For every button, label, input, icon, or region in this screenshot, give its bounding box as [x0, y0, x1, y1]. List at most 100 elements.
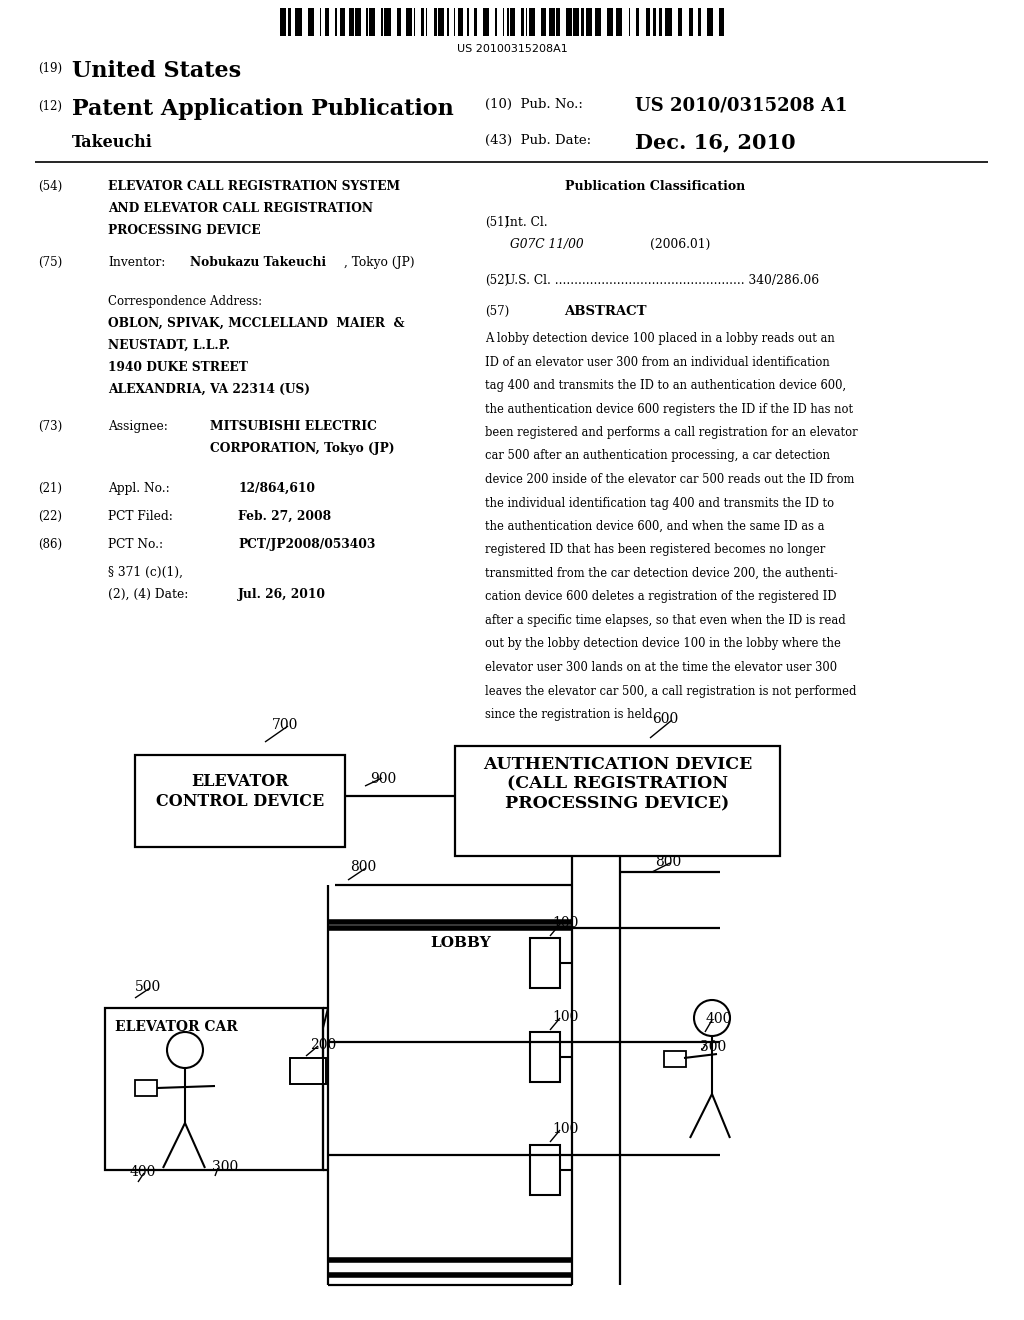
Bar	[307, 8, 313, 36]
Text: (73): (73)	[38, 420, 62, 433]
Bar	[530, 939, 560, 987]
Bar	[384, 8, 390, 36]
Text: the authentication device 600, and when the same ID as a: the authentication device 600, and when …	[485, 520, 824, 533]
Bar	[319, 8, 322, 36]
Text: ID of an elevator user 300 from an individual identification: ID of an elevator user 300 from an indiv…	[485, 355, 829, 368]
Text: Publication Classification: Publication Classification	[565, 180, 745, 193]
Bar	[366, 8, 368, 36]
Text: Int. Cl.: Int. Cl.	[505, 216, 548, 228]
Text: Takeuchi: Takeuchi	[72, 135, 153, 150]
Text: device 200 inside of the elevator car 500 reads out the ID from: device 200 inside of the elevator car 50…	[485, 473, 854, 486]
Text: (51): (51)	[485, 216, 509, 228]
Bar	[688, 8, 693, 36]
Text: 200: 200	[310, 1038, 336, 1052]
Text: (10)  Pub. No.:: (10) Pub. No.:	[485, 98, 583, 111]
Text: 600: 600	[652, 711, 678, 726]
Bar	[565, 8, 571, 36]
Bar	[707, 8, 713, 36]
Text: 500: 500	[135, 979, 161, 994]
Bar	[586, 8, 592, 36]
Bar	[495, 8, 497, 36]
Text: (43)  Pub. Date:: (43) Pub. Date:	[485, 135, 591, 147]
Text: NEUSTADT, L.L.P.: NEUSTADT, L.L.P.	[108, 339, 230, 352]
Bar	[530, 1144, 560, 1195]
Bar	[528, 8, 535, 36]
Bar	[406, 8, 412, 36]
Text: Feb. 27, 2008: Feb. 27, 2008	[238, 510, 331, 523]
Text: ABSTRACT: ABSTRACT	[564, 305, 646, 318]
Text: U.S. Cl. ................................................. 340/286.06: U.S. Cl. ...............................…	[505, 275, 819, 286]
Text: (2006.01): (2006.01)	[650, 238, 711, 251]
Bar	[369, 8, 375, 36]
Text: ELEVATOR CAR: ELEVATOR CAR	[115, 1020, 238, 1034]
Text: (54): (54)	[38, 180, 62, 193]
Bar	[414, 8, 415, 36]
Text: Patent Application Publication: Patent Application Publication	[72, 98, 454, 120]
Text: (52): (52)	[485, 275, 509, 286]
Text: 800: 800	[655, 855, 681, 869]
Text: (22): (22)	[38, 510, 62, 523]
Text: 400: 400	[706, 1012, 732, 1026]
Bar	[503, 8, 504, 36]
Bar	[340, 8, 344, 36]
Text: car 500 after an authentication processing, a car detection: car 500 after an authentication processi…	[485, 450, 830, 462]
Text: A lobby detection device 100 placed in a lobby reads out an: A lobby detection device 100 placed in a…	[485, 333, 835, 345]
Text: , Tokyo (JP): , Tokyo (JP)	[344, 256, 415, 269]
Text: MITSUBISHI ELECTRIC: MITSUBISHI ELECTRIC	[210, 420, 377, 433]
Bar	[525, 8, 527, 36]
Bar	[573, 8, 580, 36]
Bar	[510, 8, 515, 36]
Text: PROCESSING DEVICE: PROCESSING DEVICE	[108, 224, 261, 238]
Text: Inventor:: Inventor:	[108, 256, 165, 269]
Text: ALEXANDRIA, VA 22314 (US): ALEXANDRIA, VA 22314 (US)	[108, 383, 310, 396]
Bar	[678, 8, 682, 36]
Bar	[697, 8, 700, 36]
Bar	[653, 8, 656, 36]
Text: 12/864,610: 12/864,610	[238, 482, 315, 495]
Bar	[636, 8, 639, 36]
Text: 800: 800	[350, 861, 376, 874]
Bar	[421, 8, 424, 36]
Text: AND ELEVATOR CALL REGISTRATION: AND ELEVATOR CALL REGISTRATION	[108, 202, 373, 215]
Bar	[659, 8, 663, 36]
Text: Appl. No.:: Appl. No.:	[108, 482, 170, 495]
Bar	[438, 8, 444, 36]
Text: 100: 100	[552, 1122, 579, 1137]
Text: 300: 300	[700, 1040, 726, 1053]
Bar	[105, 1008, 323, 1170]
Text: OBLON, SPIVAK, MCCLELLAND  MAIER  &: OBLON, SPIVAK, MCCLELLAND MAIER &	[108, 317, 404, 330]
Bar	[135, 755, 345, 847]
Text: (21): (21)	[38, 482, 62, 495]
Text: tag 400 and transmits the ID to an authentication device 600,: tag 400 and transmits the ID to an authe…	[485, 379, 846, 392]
Text: Correspondence Address:: Correspondence Address:	[108, 294, 262, 308]
Text: US 20100315208A1: US 20100315208A1	[457, 44, 567, 54]
Text: since the registration is held.: since the registration is held.	[485, 708, 656, 721]
Text: 100: 100	[552, 1010, 579, 1024]
Bar	[595, 8, 601, 36]
Bar	[645, 8, 650, 36]
Bar	[426, 8, 427, 36]
Text: (2), (4) Date:: (2), (4) Date:	[108, 587, 188, 601]
Bar	[482, 8, 488, 36]
Bar	[325, 8, 329, 36]
Text: United States: United States	[72, 59, 241, 82]
Text: PCT/JP2008/053403: PCT/JP2008/053403	[238, 539, 376, 550]
Bar	[355, 8, 361, 36]
Text: 900: 900	[370, 772, 396, 785]
Bar	[664, 1051, 686, 1067]
Text: the authentication device 600 registers the ID if the ID has not: the authentication device 600 registers …	[485, 403, 853, 416]
Text: Nobukazu Takeuchi: Nobukazu Takeuchi	[190, 256, 326, 269]
Text: registered ID that has been registered becomes no longer: registered ID that has been registered b…	[485, 544, 825, 557]
Text: leaves the elevator car 500, a call registration is not performed: leaves the elevator car 500, a call regi…	[485, 685, 856, 697]
Bar	[381, 8, 383, 36]
Bar	[556, 8, 559, 36]
Text: 1940 DUKE STREET: 1940 DUKE STREET	[108, 360, 248, 374]
Bar	[288, 8, 291, 36]
Text: 100: 100	[552, 916, 579, 931]
Text: G07C 11/00: G07C 11/00	[510, 238, 584, 251]
Text: after a specific time elapses, so that even when the ID is read: after a specific time elapses, so that e…	[485, 614, 846, 627]
Bar	[521, 8, 524, 36]
Text: (75): (75)	[38, 256, 62, 269]
Bar	[135, 1080, 157, 1096]
Bar	[455, 746, 780, 855]
